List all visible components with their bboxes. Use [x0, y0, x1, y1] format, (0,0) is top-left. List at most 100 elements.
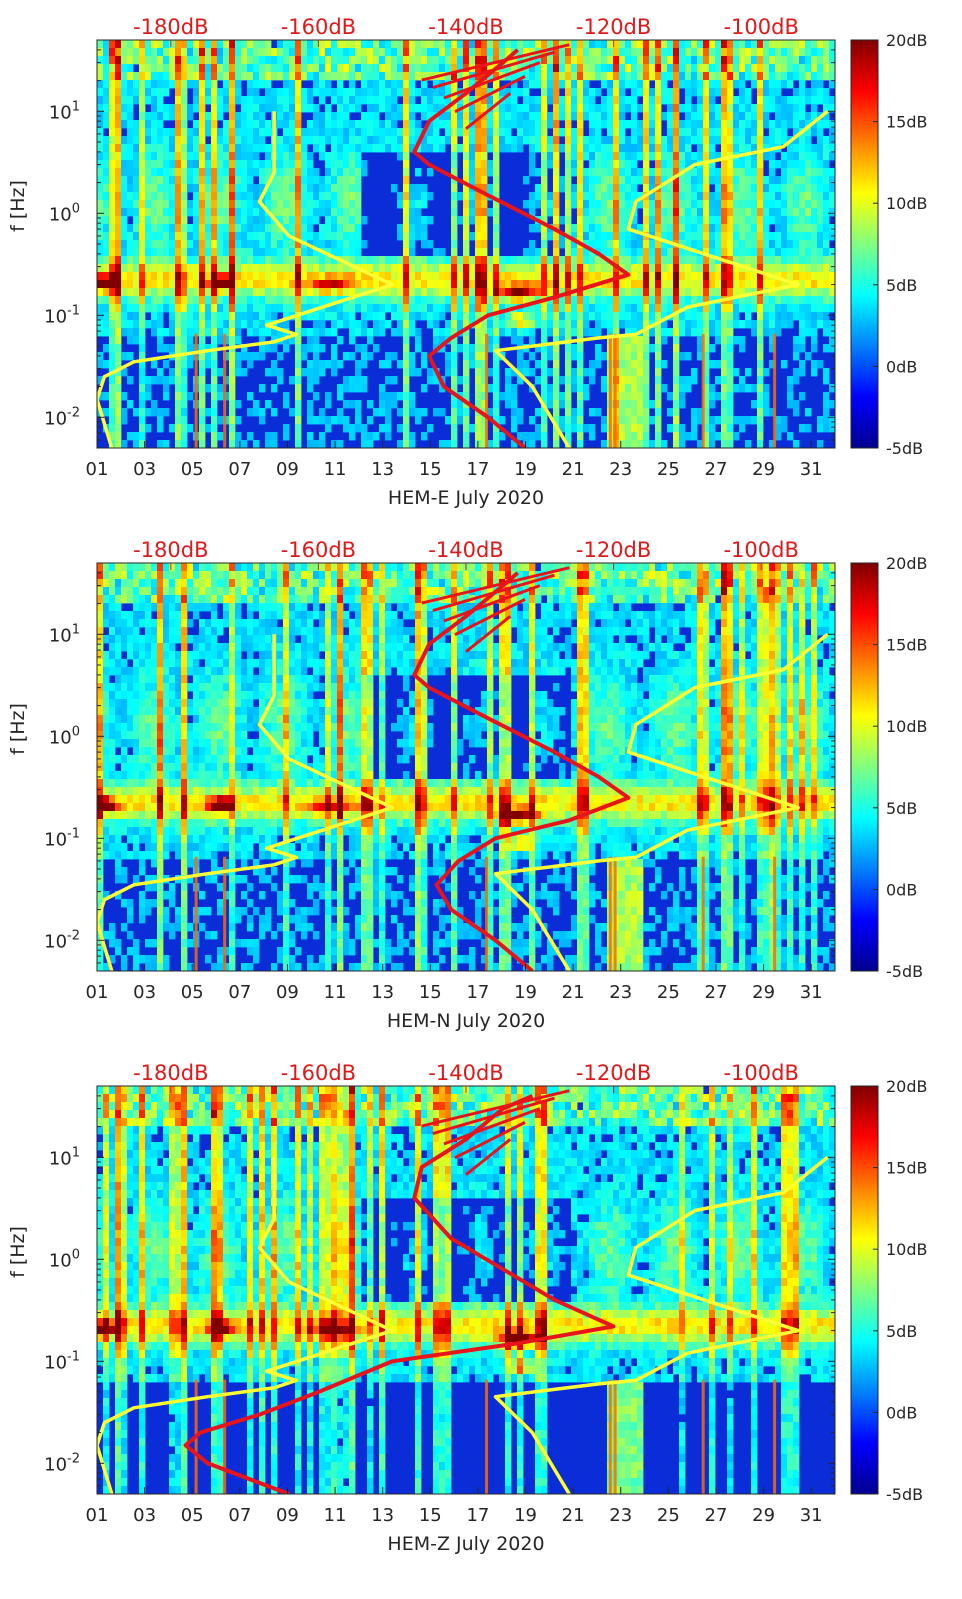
spectrogram-cell — [301, 96, 308, 105]
spectrogram-cell — [247, 224, 254, 233]
spectrogram-cell — [565, 136, 572, 145]
spectrogram-cell — [139, 344, 146, 353]
spectrogram-cell — [283, 400, 290, 409]
spectrogram-cell — [151, 296, 158, 305]
spectrogram-cell — [553, 96, 560, 105]
spectrogram-cell — [763, 144, 770, 153]
spectrogram-cell — [451, 432, 458, 441]
spectrogram-cell — [649, 88, 656, 97]
spectrogram-cell — [811, 360, 818, 369]
spectrogram-cell — [583, 296, 590, 305]
spectrogram-cell — [403, 424, 410, 433]
spectrogram-cell — [253, 216, 260, 225]
spectrogram-cell — [733, 128, 740, 137]
spectrogram-cell — [133, 264, 140, 273]
spectrogram-cell — [121, 312, 128, 321]
spectrogram-cell — [295, 328, 302, 337]
spectrogram-cell — [385, 112, 392, 121]
spectrogram-cell — [607, 88, 614, 97]
spectrogram-cell — [469, 360, 476, 369]
spectrogram-cell — [391, 328, 398, 337]
spectrogram-cell — [433, 272, 440, 281]
spectrogram-cell — [517, 88, 524, 97]
spectrogram-cell — [697, 184, 704, 193]
spectrogram-cell — [703, 232, 710, 241]
spectrogram-cell — [217, 112, 224, 121]
spectrogram-cell — [259, 216, 266, 225]
spectrogram-cell — [157, 48, 164, 57]
spectrogram-cell — [421, 384, 428, 393]
spectrogram-cell — [613, 248, 620, 257]
spectrogram-cell — [781, 96, 788, 105]
spectrogram-cell — [187, 56, 194, 65]
spectrogram-cell — [481, 336, 488, 345]
spectrogram-cell — [469, 176, 476, 185]
spectrogram-cell — [721, 192, 728, 201]
spectrogram-cell — [625, 304, 632, 313]
spectrogram-cell — [361, 64, 368, 73]
spectrogram-cell — [793, 176, 800, 185]
spectrogram-cell — [289, 136, 296, 145]
spectrogram-cell — [649, 64, 656, 73]
spectrogram-cell — [259, 96, 266, 105]
spectrogram-cell — [283, 344, 290, 353]
spectrogram-cell — [799, 344, 806, 353]
spectrogram-cell — [775, 240, 782, 249]
spectrogram-cell — [505, 88, 512, 97]
spectrogram-cell — [535, 72, 542, 81]
spectrogram-cell — [439, 304, 446, 313]
spectrogram-cell — [673, 344, 680, 353]
spectrogram-cell — [589, 40, 596, 49]
spectrogram-cell — [415, 296, 422, 305]
spectrogram-cell — [493, 168, 500, 177]
spectrogram-cell — [457, 216, 464, 225]
spectrogram-cell — [511, 104, 518, 113]
spectrogram-cell — [577, 248, 584, 257]
spectrogram-cell — [595, 216, 602, 225]
spectrogram-cell — [319, 296, 326, 305]
spectrogram-cell — [283, 112, 290, 121]
spectrogram-cell — [223, 48, 230, 57]
spectrogram-cell — [421, 408, 428, 417]
spectrogram-cell — [637, 344, 644, 353]
spectrogram-cell — [673, 328, 680, 337]
spectrogram-cell — [229, 440, 236, 448]
spectrogram-cell — [277, 168, 284, 177]
spectrogram-cell — [715, 328, 722, 337]
spectrogram-cell — [331, 192, 338, 201]
spectrogram-cell — [697, 344, 704, 353]
spectrogram-cell — [799, 64, 806, 73]
spectrogram-cell — [517, 72, 524, 81]
spectrogram-cell — [565, 280, 572, 289]
spectrogram-cell — [511, 288, 518, 297]
spectrogram-cell — [349, 288, 356, 297]
spectrogram-cell — [307, 384, 314, 393]
spectrogram-cell — [637, 152, 644, 161]
spectrogram-cell — [391, 88, 398, 97]
spectrogram-cell — [235, 368, 242, 377]
spectrogram-cell — [493, 344, 500, 353]
spectrogram-cell — [619, 56, 626, 65]
spectrogram-cell — [403, 416, 410, 425]
spectrogram-cell — [655, 176, 662, 185]
spectrogram-cell — [343, 200, 350, 209]
spectrogram-cell — [661, 168, 668, 177]
spectrogram-cell — [151, 208, 158, 217]
spectrogram-cell — [565, 192, 572, 201]
spectrogram-cell — [679, 232, 686, 241]
spectrogram-cell — [445, 440, 452, 448]
spectrogram-cell — [709, 168, 716, 177]
spectrogram-cell — [781, 424, 788, 433]
spectrogram-cell — [163, 152, 170, 161]
spectrogram-cell — [631, 72, 638, 81]
spectrogram-cell — [319, 224, 326, 233]
spectrogram-cell — [253, 280, 260, 289]
spectrogram-cell — [127, 184, 134, 193]
spectrogram-cell — [697, 304, 704, 313]
spectrogram-cell — [541, 320, 548, 329]
spectrogram-cell — [601, 176, 608, 185]
spectrogram-cell — [421, 64, 428, 73]
spectrogram-cell — [181, 64, 188, 73]
spectrogram-cell — [397, 280, 404, 289]
spectrogram-cell — [739, 128, 746, 137]
